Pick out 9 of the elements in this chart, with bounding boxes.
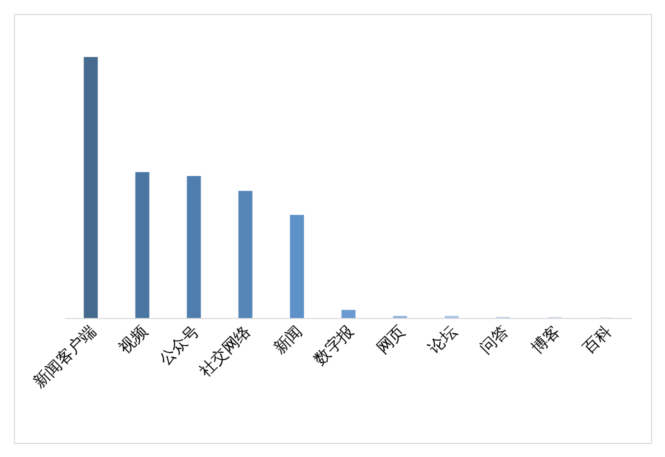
x-tick-label: 新闻 (270, 322, 306, 358)
x-tick-label: 博客 (528, 322, 564, 358)
x-tick-label: 新闻客户端 (30, 322, 100, 392)
x-tick-label: 问答 (476, 322, 512, 358)
x-tick-label: 网页 (374, 322, 409, 358)
x-tick-label: 视频 (116, 322, 152, 358)
x-tick-label: 百科 (580, 322, 616, 358)
x-tick-label: 数字报 (310, 322, 358, 369)
x-tick-label: 论坛 (426, 322, 460, 358)
